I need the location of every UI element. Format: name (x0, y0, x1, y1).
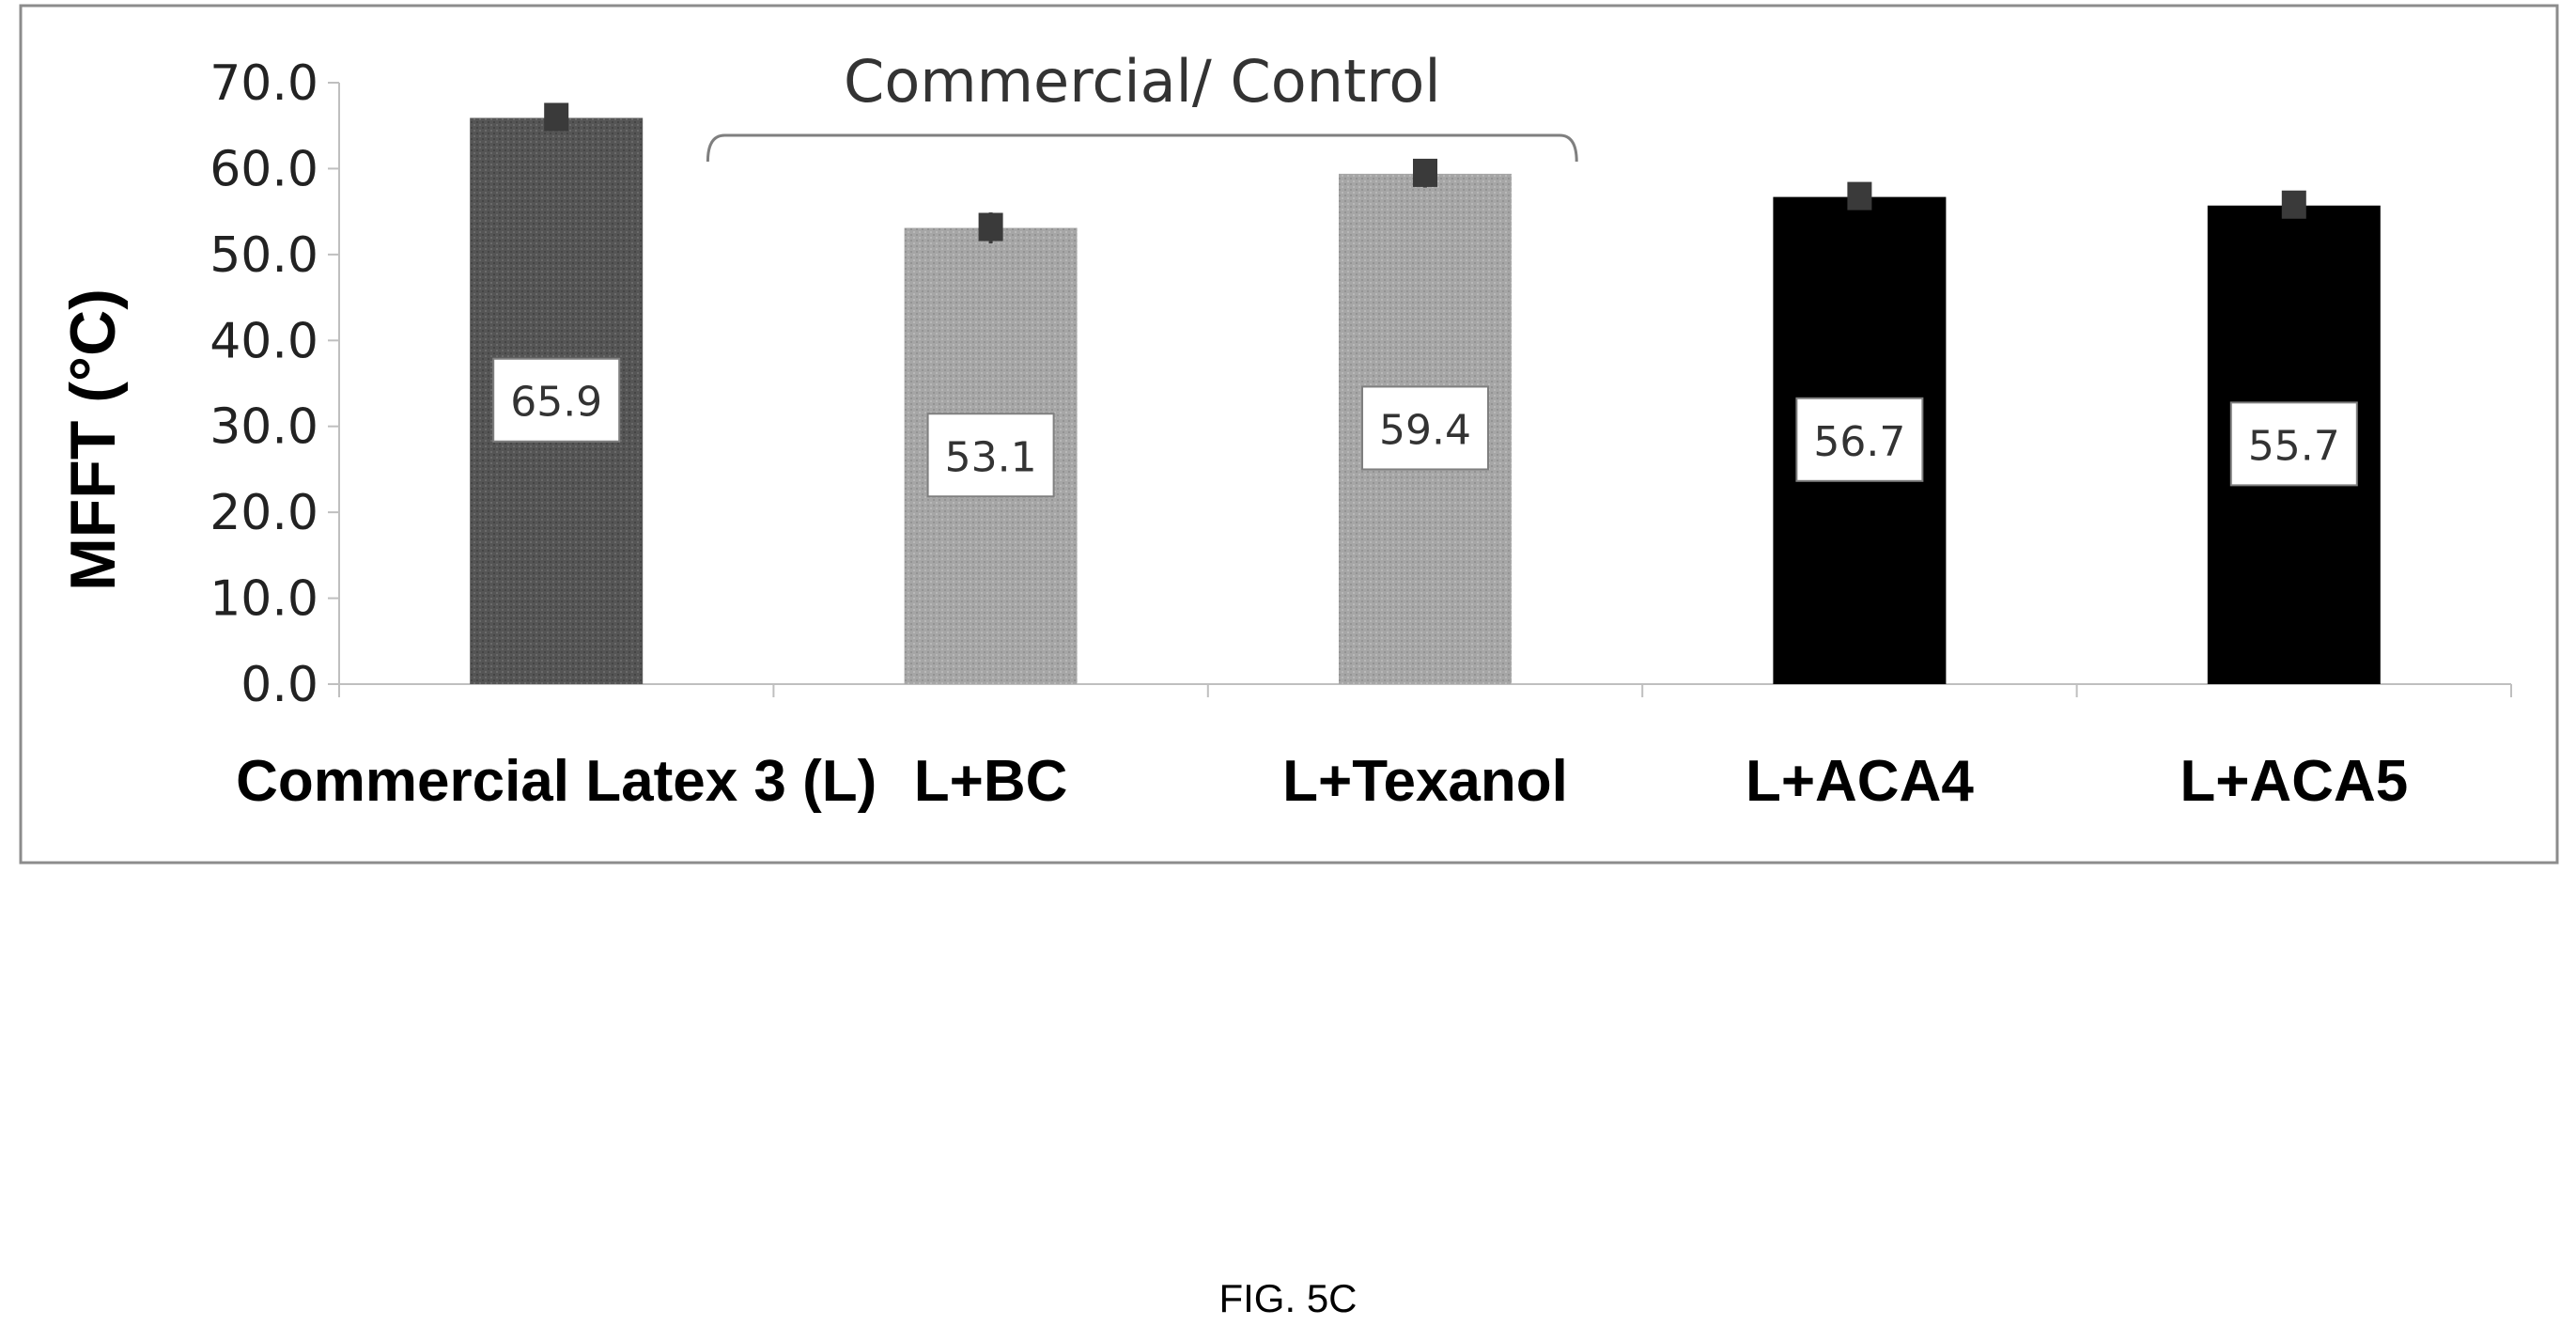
chart-frame (19, 4, 2559, 865)
data-label-box (1795, 397, 1924, 482)
y-tick-label: 70.0 (209, 55, 318, 112)
x-tick-label: L+ACA5 (2180, 749, 2408, 814)
data-label: 59.4 (1379, 406, 1471, 454)
x-tick-label: L+BC (914, 749, 1068, 814)
y-axis-label: MFFT (°C) (57, 288, 129, 591)
bracket-line (706, 133, 1578, 163)
data-label: 65.9 (510, 379, 602, 427)
x-tick-labels: Commercial Latex 3 (L) L+BC L+Texanol L+ACA… (236, 749, 2408, 814)
y-tick-label: 50.0 (209, 227, 318, 284)
data-label-box (2229, 401, 2358, 487)
y-tick-label: 0.0 (241, 657, 318, 713)
x-tick-label: Commercial Latex 3 (L) (236, 749, 877, 814)
data-label-box (926, 413, 1055, 498)
bracket-label: Commercial/ Control (844, 47, 1441, 116)
x-ticks (338, 684, 2512, 697)
y-tick-label: 60.0 (209, 141, 318, 197)
commercial-control-bracket: Commercial/ Control (706, 47, 1578, 163)
y-tick-label: 40.0 (209, 313, 318, 369)
x-tick-label: L+Texanol (1282, 749, 1568, 814)
figure-caption: FIG. 5C (1218, 1276, 1358, 1320)
x-tick-label: L+ACA4 (1746, 749, 1974, 814)
data-label: 56.7 (1813, 418, 1905, 466)
data-label-box (1361, 385, 1489, 471)
error-bar-marker (978, 212, 1003, 242)
data-label-series: 65.9 53.1 59.4 56.7 55.7 (492, 357, 2358, 498)
y-tick-label: 10.0 (209, 571, 318, 628)
y-axis: 0.0 10.0 20.0 30.0 40.0 50.0 60.0 70.0 MFFT (°C… (57, 55, 340, 713)
error-bar-marker (2281, 190, 2306, 219)
y-tick-label: 30.0 (209, 399, 318, 456)
error-bar-marker (1413, 158, 1437, 187)
data-label-box (492, 357, 621, 443)
data-label: 55.7 (2248, 422, 2340, 470)
error-bar-marker (544, 102, 569, 132)
data-label: 53.1 (945, 433, 1037, 481)
error-bar-series (544, 102, 2306, 243)
error-bar-marker (1847, 181, 1872, 211)
y-tick-label: 20.0 (209, 485, 318, 541)
y-ticks: 0.0 10.0 20.0 30.0 40.0 50.0 60.0 70.0 (209, 55, 339, 713)
